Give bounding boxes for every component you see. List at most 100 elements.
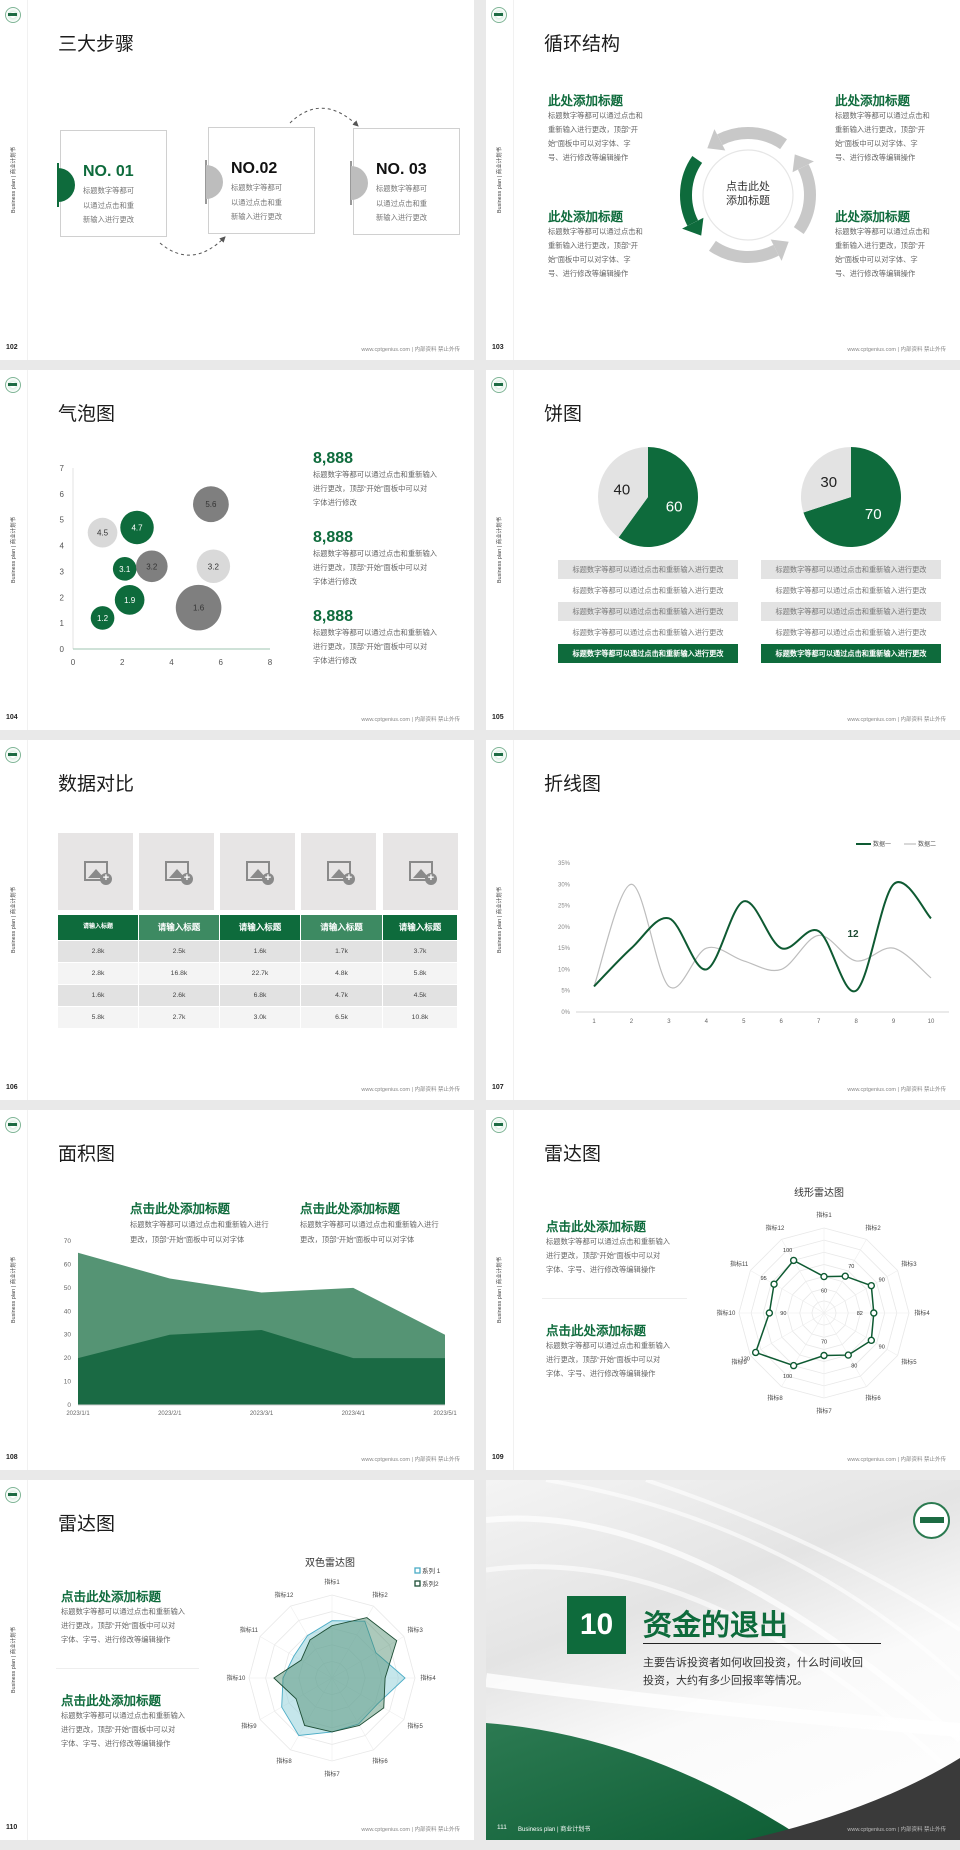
category-label: 指标12: [766, 1224, 785, 1232]
slide-title: 数据对比: [58, 774, 135, 795]
slide-102[interactable]: Business plan | 商业计划书 102 www.cptgenius.…: [0, 0, 474, 360]
text-line: 标题数字等都可以通过点击和重新输入: [546, 1341, 671, 1350]
step-number: NO. 03: [376, 161, 427, 178]
cycle-center-text[interactable]: 点击此处 添加标题: [726, 180, 770, 208]
legend-label: 数据二: [918, 840, 936, 848]
bubble: [120, 510, 154, 545]
bubble: [175, 584, 222, 631]
y-tick-label: 50: [64, 1285, 72, 1292]
block-body: 标题数字等都可以通过点击和重新输入进行 更改，顶部“开始”面板中可以对字体: [300, 1217, 439, 1247]
text-line: 进行更改，顶部“开始”面板中可以对: [313, 484, 428, 493]
table-cell: 3.0k: [220, 1007, 300, 1028]
logo: [491, 1117, 507, 1133]
table-cell: 3.7k: [383, 941, 457, 962]
step-card[interactable]: NO.02 标题数字等都可 以通过点击和重 新输入进行更改: [208, 127, 315, 234]
slide-107[interactable]: Business plan | 商业计划书 107 www.cptgenius.…: [486, 740, 960, 1100]
image-placeholder[interactable]: +: [139, 833, 214, 910]
slide-110[interactable]: Business plan | 商业计划书 110 www.cptgenius.…: [0, 1480, 474, 1840]
category-label: 指标4: [914, 1309, 930, 1317]
y-tick-label: 3: [60, 567, 65, 576]
block-body: 标题数字等都可以通过点击和重新输入进行更改，顶部“开始”面板中可以对字体、字号、…: [546, 1235, 670, 1277]
slide-105[interactable]: Business plan | 商业计划书 105 www.cptgenius.…: [486, 370, 960, 730]
plus-icon: +: [262, 873, 274, 885]
text-block: 此处添加标题 标题数字等都可以通过点击和 重新输入进行更改，顶部“开 始”面板中可以对…: [548, 90, 643, 165]
data-point: [789, 1256, 798, 1265]
slide-108[interactable]: Business plan | 商业计划书 108 www.cptgenius.…: [0, 1110, 474, 1470]
slide-title: 循环结构: [544, 34, 621, 55]
series-line: [593, 883, 932, 989]
logo: [5, 7, 21, 23]
divider: [513, 0, 514, 360]
plus-icon: +: [100, 873, 112, 885]
data-label: 60: [821, 1289, 827, 1295]
data-point: [789, 1361, 798, 1370]
image-placeholder[interactable]: +: [383, 833, 458, 910]
x-tick-label: 4: [169, 658, 174, 667]
pie-description-row: 标题数字等都可以通过点击和重新输入进行更改: [761, 602, 941, 621]
table-header-cell: 请输入标题: [383, 915, 457, 940]
image-placeholder[interactable]: +: [58, 833, 133, 910]
text-line: 新输入进行更改: [231, 212, 283, 221]
x-tick-label: 4: [705, 1019, 709, 1025]
footer-text: www.cptgenius.com | 内部资料 禁止外传: [361, 1457, 460, 1463]
y-tick-label: 25%: [558, 904, 571, 910]
footer-text: www.cptgenius.com | 内部资料 禁止外传: [847, 1827, 946, 1833]
bubble-label: 1.6: [193, 604, 205, 613]
arrow-head-icon: [707, 129, 726, 151]
footer-text: www.cptgenius.com | 内部资料 禁止外传: [361, 1827, 460, 1833]
page-number: 107: [492, 1084, 504, 1091]
annotation-label: 12: [847, 929, 859, 940]
slide-111[interactable]: 10 资金的退出 主要告诉投资者如何收回投资，什么时间收回 投资，大约有多少回报率…: [486, 1480, 960, 1840]
divider: [513, 740, 514, 1100]
image-placeholder[interactable]: +: [301, 833, 376, 910]
x-tick-label: 1: [592, 1019, 596, 1025]
pie-description-row: 标题数字等都可以通过点击和重新输入进行更改: [761, 560, 941, 579]
slide-103[interactable]: Business plan | 商业计划书 103 www.cptgenius.…: [486, 0, 960, 360]
page-number: 106: [6, 1084, 18, 1091]
y-tick-label: 20%: [558, 925, 571, 931]
category-label: 指标4: [420, 1674, 436, 1682]
table-cell: 22.7k: [220, 963, 300, 984]
footer-text: www.cptgenius.com | 内部资料 禁止外传: [847, 1087, 946, 1093]
step-card[interactable]: NO. 01 标题数字等都可 以通过点击和重 新输入进行更改: [60, 130, 167, 237]
slide-109[interactable]: Business plan | 商业计划书 109 www.cptgenius.…: [486, 1110, 960, 1470]
slide-title: 面积图: [58, 1144, 116, 1165]
step-text: 标题数字等都可 以通过点击和重 新输入进行更改: [231, 181, 282, 225]
x-tick-label: 5: [742, 1019, 746, 1025]
step-number: NO.02: [231, 160, 278, 177]
text-line: 投资，大约有多少回报率等情况。: [643, 1675, 808, 1687]
page-number: 108: [6, 1454, 18, 1461]
section-title: 资金的退出: [643, 1610, 789, 1642]
grid-spoke: [750, 1270, 825, 1314]
pie-slice: [803, 447, 901, 547]
logo: [5, 1487, 21, 1503]
step-text: 标题数字等都可 以通过点击和重 新输入进行更改: [376, 182, 427, 226]
slide-title: 三大步骤: [58, 34, 135, 55]
text-line: 主要告诉投资者如何收回投资，什么时间收回: [643, 1657, 863, 1669]
logo: [5, 747, 21, 763]
stat-value: 8,888: [313, 450, 354, 467]
text-line: 字体进行修改: [313, 498, 357, 507]
data-point: [844, 1351, 852, 1359]
slide-106[interactable]: Business plan | 商业计划书 106 www.cptgenius.…: [0, 740, 474, 1100]
table-header-cell: 请输入标题: [139, 915, 219, 940]
divider: [542, 1298, 687, 1299]
pie-label: 40: [614, 482, 631, 499]
pie-description-row: 标题数字等都可以通过点击和重新输入进行更改: [558, 560, 738, 579]
area-series: [78, 1330, 445, 1405]
table-cell: 1.7k: [301, 941, 382, 962]
stat-value: 8,888: [313, 608, 354, 625]
data-label: 70: [848, 1264, 854, 1270]
data-label: 95: [761, 1276, 767, 1282]
text-line: 标题数字等都可以通过点击和: [548, 111, 643, 120]
slide-title: 饼图: [544, 404, 583, 425]
image-placeholder[interactable]: +: [220, 833, 295, 910]
table-cell: 1.6k: [58, 985, 138, 1006]
category-label: 指标5: [407, 1722, 423, 1730]
bubble-label: 1.2: [97, 614, 109, 623]
arrow-head-icon: [792, 154, 814, 173]
section-description: 主要告诉投资者如何收回投资，什么时间收回 投资，大约有多少回报率等情况。: [643, 1654, 863, 1690]
slide-104[interactable]: Business plan | 商业计划书 104 www.cptgenius.…: [0, 370, 474, 730]
step-card[interactable]: NO. 03 标题数字等都可 以通过点击和重 新输入进行更改: [353, 128, 460, 235]
